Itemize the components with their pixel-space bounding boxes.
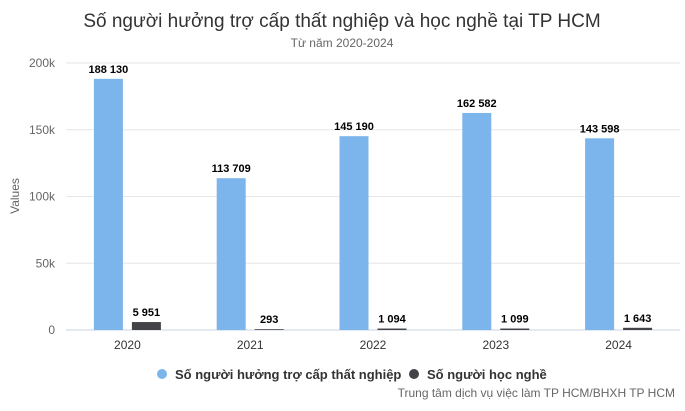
data-label: 1 094 <box>378 314 406 326</box>
y-tick-label: 150k <box>29 123 56 137</box>
data-label: 293 <box>260 314 278 326</box>
chart-credit: Trung tâm dịch vụ việc làm TP HCM/BHXH T… <box>398 386 675 400</box>
bar-vocational-2022[interactable] <box>377 328 407 330</box>
y-tick-label: 100k <box>29 190 56 204</box>
bar-vocational-2024[interactable] <box>623 327 653 330</box>
bar-unemployment-2020[interactable] <box>93 78 123 330</box>
bar-unemployment-2021[interactable] <box>216 178 246 330</box>
y-tick-label: 0 <box>48 323 55 337</box>
chart-subtitle: Từ năm 2020-2024 <box>291 36 394 50</box>
legend-label: Số người học nghề <box>427 367 547 382</box>
bars <box>93 78 653 330</box>
x-tick-label: 2020 <box>114 338 141 352</box>
data-label: 188 130 <box>89 64 129 76</box>
bar-unemployment-2022[interactable] <box>339 136 369 330</box>
data-label: 162 582 <box>457 98 497 110</box>
chart-title: Số người hưởng trợ cấp thất nghiệp và họ… <box>83 11 600 32</box>
y-tick-label: 50k <box>36 256 56 270</box>
bar-unemployment-2023[interactable] <box>462 112 492 330</box>
legend-item-1[interactable]: Số người hưởng trợ cấp thất nghiệp <box>157 367 401 382</box>
y-axis-ticks: 0 50k 100k 150k 200k <box>29 56 56 337</box>
bar-vocational-2021[interactable] <box>254 329 284 330</box>
data-label: 143 598 <box>580 123 620 135</box>
y-tick-label: 200k <box>29 56 56 70</box>
legend-item-2[interactable]: Số người học nghề <box>409 367 547 382</box>
data-label: 5 951 <box>133 307 161 319</box>
data-label: 113 709 <box>212 163 251 175</box>
data-labels: 188 130 5 951 113 709 293 145 190 1 094 162 58… <box>89 64 652 326</box>
x-tick-label: 2021 <box>237 338 264 352</box>
bar-vocational-2023[interactable] <box>500 328 530 330</box>
bar-vocational-2020[interactable] <box>131 322 161 330</box>
data-label: 1 643 <box>624 313 652 325</box>
data-label: 145 190 <box>334 121 374 133</box>
legend-label: Số người hưởng trợ cấp thất nghiệp <box>175 367 401 382</box>
gridlines <box>66 62 680 331</box>
legend-marker <box>409 369 419 379</box>
data-label: 1 099 <box>501 314 529 326</box>
x-tick-label: 2022 <box>360 338 387 352</box>
legend[interactable]: Số người hưởng trợ cấp thất nghiệp Số ngư… <box>157 367 547 382</box>
x-tick-label: 2023 <box>482 338 509 352</box>
x-axis-ticks: 2020 2021 2022 2023 2024 <box>114 338 632 352</box>
x-tick-label: 2024 <box>605 338 632 352</box>
bar-unemployment-2024[interactable] <box>585 138 615 330</box>
legend-marker <box>157 369 167 379</box>
y-axis-title: Values <box>8 178 22 214</box>
